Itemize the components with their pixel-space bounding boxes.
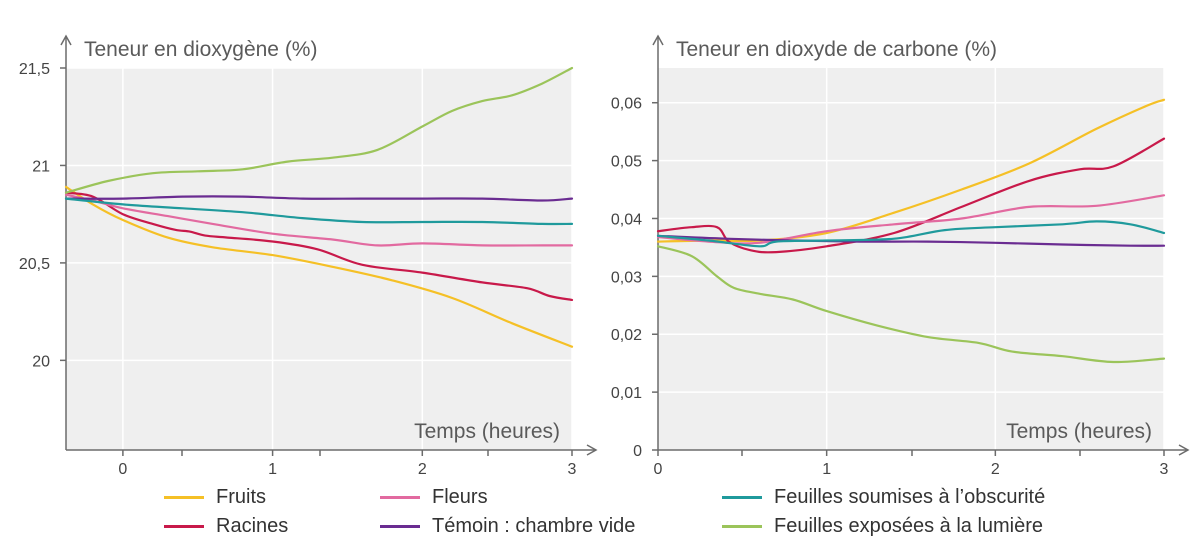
series-line-fruits: [656, 98, 1166, 243]
legend-item-lumiere: Feuilles exposées à la lumière: [722, 512, 1043, 540]
legend-label-fruits: Fruits: [216, 485, 266, 508]
y-tick-label: 20,5: [19, 256, 50, 273]
x-axis-arrow: [1178, 444, 1190, 456]
legend-label-fleurs: Fleurs: [432, 485, 488, 508]
legend-item-fruits: Fruits: [164, 483, 266, 511]
y-tick-label: 0,03: [611, 269, 642, 286]
y-tick-label: 0: [633, 443, 642, 460]
legend-item-temoin: Témoin : chambre vide: [380, 512, 635, 540]
legend-swatch-fruits: [164, 495, 204, 499]
y-tick-label: 20: [32, 353, 50, 370]
y-tick-label: 0,05: [611, 154, 642, 171]
legend-label-racines: Racines: [216, 514, 289, 537]
x-tick-label: 2: [418, 461, 427, 478]
legend-swatch-temoin: [380, 524, 420, 528]
series-line-obscurite: [656, 220, 1166, 248]
y-axis-arrow: [60, 34, 72, 46]
legend-label-obscurite: Feuilles soumises à l’obscurité: [774, 485, 1046, 508]
x-tick-label: 1: [268, 461, 277, 478]
series-line-racines: [656, 137, 1166, 254]
plot-background: [658, 68, 1164, 450]
legend-item-racines: Racines: [164, 512, 288, 540]
y-axis-title: Teneur en dioxygène (%): [84, 38, 317, 61]
legend-swatch-fleurs: [380, 495, 420, 499]
x-tick-label: 1: [822, 461, 831, 478]
series-line-temoin: [656, 234, 1166, 247]
plot-background: [66, 68, 572, 450]
legend-swatch-racines: [164, 524, 204, 528]
y-axis-title: Teneur en dioxyde de carbone (%): [676, 38, 997, 61]
series-line-temoin: [64, 195, 574, 202]
y-tick-label: 0,04: [611, 211, 642, 228]
legend-label-temoin: Témoin : chambre vide: [432, 514, 636, 537]
series-line-lumiere: [656, 245, 1166, 364]
legend-swatch-lumiere: [722, 524, 762, 528]
x-tick-label: 0: [118, 461, 127, 478]
x-tick-label: 3: [568, 461, 577, 478]
y-tick-label: 21,5: [19, 61, 50, 78]
x-tick-label: 0: [654, 461, 663, 478]
chart-carbon-dioxide: 0 0,01 0,02 0,03 0,04 0,05 0,06 0 1 2 3 Teneur en d…: [611, 34, 1190, 478]
y-tick-label: 0,01: [611, 385, 642, 402]
series-line-obscurite: [64, 197, 574, 226]
x-axis-title: Temps (heures): [414, 420, 560, 443]
series-line-lumiere: [64, 66, 574, 194]
x-axis-title: Temps (heures): [1006, 420, 1152, 443]
y-axis-arrow: [652, 34, 664, 46]
series-line-fleurs: [64, 193, 574, 247]
legend-label-lumiere: Feuilles exposées à la lumière: [774, 514, 1044, 537]
y-tick-label: 21: [32, 158, 50, 175]
chart-oxygen: 20 20,5 21 21,5 0 1 2 3 Teneur en dioxygène (%) T…: [19, 34, 598, 478]
y-tick-label: 0,06: [611, 96, 642, 113]
y-tick-label: 0,02: [611, 327, 642, 344]
legend-item-fleurs: Fleurs: [380, 483, 488, 511]
legend-swatch-obscurite: [722, 495, 762, 499]
legend-item-obscurite: Feuilles soumises à l’obscurité: [722, 483, 1045, 511]
series-line-racines: [64, 191, 574, 301]
x-axis-arrow: [586, 444, 598, 456]
x-tick-label: 3: [1160, 461, 1169, 478]
x-tick-label: 2: [991, 461, 1000, 478]
series-line-fruits: [64, 185, 574, 348]
